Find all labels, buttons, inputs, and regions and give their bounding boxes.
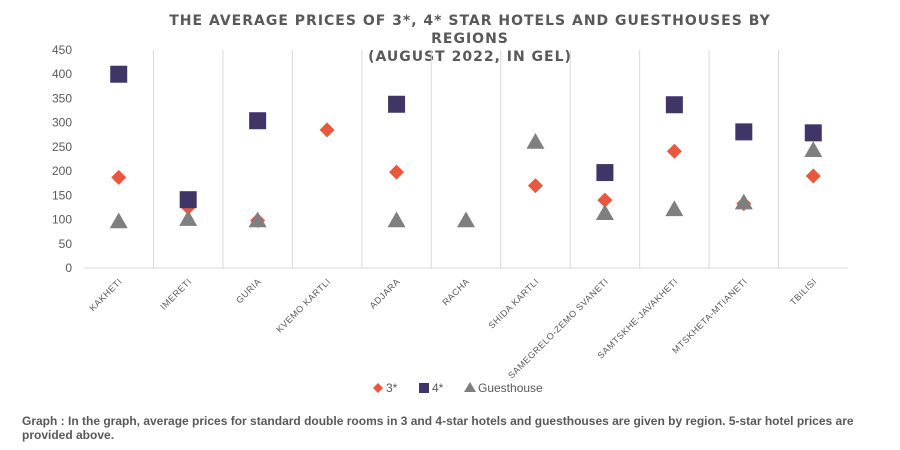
legend-label: 3* [386, 381, 398, 395]
data-point-triangle [804, 141, 823, 158]
data-point-triangle [665, 200, 684, 217]
y-tick-label: 350 [52, 91, 72, 105]
legend-square-icon [419, 383, 429, 393]
x-tick-label: SAMTSKHE-JAVAKHETI [595, 276, 679, 360]
x-tick-label: TBILISI [788, 276, 819, 307]
data-point-triangle [734, 193, 753, 210]
y-tick-label: 50 [59, 237, 73, 251]
data-point-triangle [109, 212, 128, 229]
data-point-square [804, 124, 822, 142]
x-tick-label: MTSKHETA-MTIANETI [670, 276, 749, 355]
x-tick-label: ADJARA [368, 276, 402, 310]
data-point-triangle [457, 211, 475, 228]
data-point-triangle [595, 204, 614, 221]
y-tick-label: 250 [52, 140, 72, 154]
scatter-chart: 0 50 100 150 200 250 300 350 400 450 KAKHETI IMERET… [52, 43, 848, 395]
data-point-diamond [597, 192, 613, 208]
data-point-diamond [319, 122, 335, 138]
y-tick-label: 450 [52, 43, 72, 57]
chart-title: THE AVERAGE PRICES OF 3*, 4* STAR HOTELS… [150, 12, 790, 66]
data-point-square [735, 123, 753, 141]
data-point-square [110, 65, 128, 83]
data-point-triangle [179, 210, 198, 226]
data-point-triangle [526, 133, 545, 149]
legend-diamond-icon [373, 383, 383, 393]
y-tick-label: 400 [52, 67, 72, 81]
data-point-diamond [805, 168, 821, 184]
data-point-square [249, 112, 267, 130]
data-point-square [596, 164, 614, 182]
x-tick-label: RACHA [440, 276, 471, 307]
y-tick-label: 100 [52, 213, 72, 227]
data-point-square [179, 191, 197, 209]
chart-title-line-1: THE AVERAGE PRICES OF 3*, 4* STAR HOTELS… [169, 13, 771, 47]
data-point-diamond [389, 164, 405, 180]
x-tick-label: SHIDA KARTLI [487, 276, 541, 330]
data-point-diamond [111, 169, 127, 185]
x-tick-label: KAKHETI [87, 276, 124, 313]
y-tick-label: 150 [52, 188, 72, 202]
legend-label: Guesthouse [478, 381, 543, 395]
x-tick-label: GURIA [234, 276, 263, 305]
data-point-triangle [387, 211, 406, 228]
data-point-square [665, 96, 683, 114]
y-tick-label: 200 [52, 164, 72, 178]
legend-triangle-icon [464, 382, 476, 392]
legend-label: 4* [432, 381, 444, 395]
x-tick-label: KVEMO KARTLI [274, 276, 332, 334]
chart-caption: Graph : In the graph, average prices for… [22, 414, 854, 442]
data-point-diamond [666, 143, 682, 159]
data-point-diamond [527, 178, 543, 194]
chart-title-line-2: (AUGUST 2022, IN GEL) [368, 49, 572, 65]
data-point-triangle [248, 211, 267, 228]
y-tick-label: 0 [65, 261, 72, 275]
x-tick-label: IMERETI [158, 276, 193, 311]
y-tick-label: 300 [52, 116, 72, 130]
data-point-square [388, 95, 406, 113]
